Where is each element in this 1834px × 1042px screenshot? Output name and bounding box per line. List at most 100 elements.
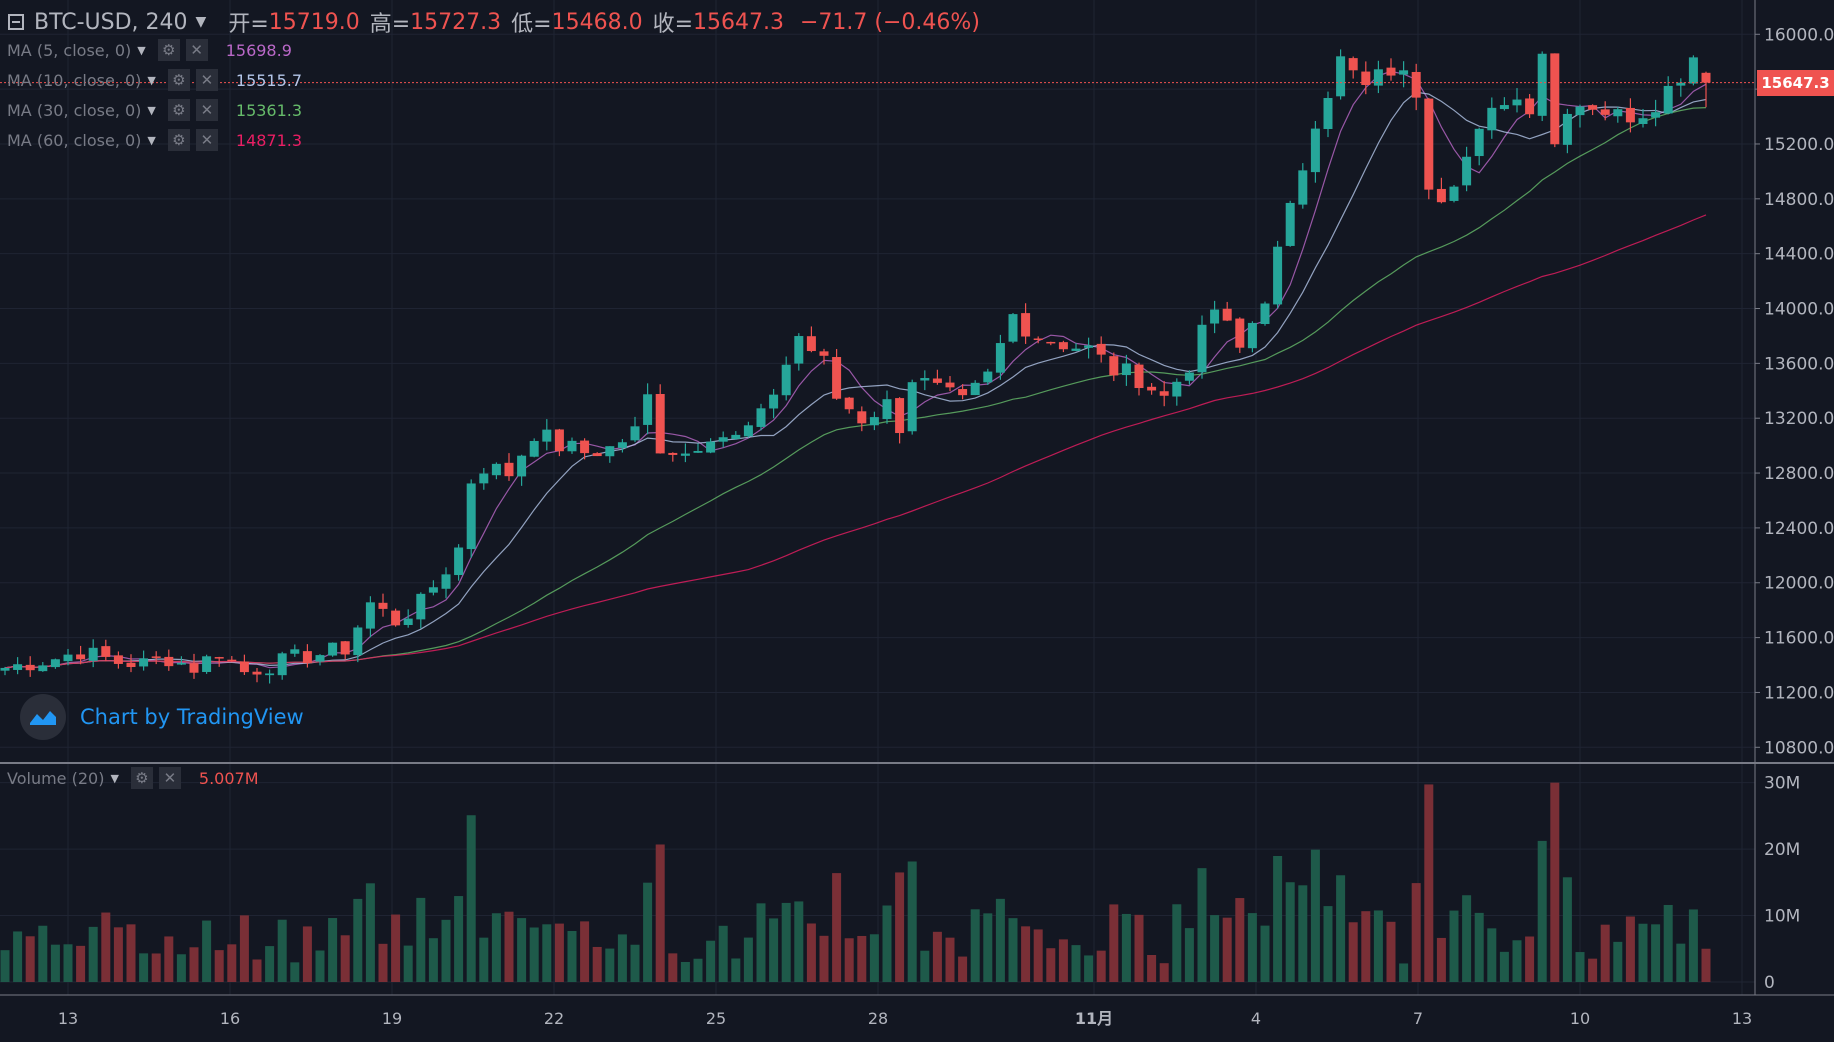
volume-bar bbox=[441, 919, 451, 982]
candle-body bbox=[920, 378, 930, 381]
volume-bar bbox=[542, 924, 552, 982]
chevron-down-icon[interactable]: ▼ bbox=[147, 73, 156, 87]
candle-body bbox=[970, 382, 980, 396]
candle-body bbox=[1197, 324, 1207, 373]
indicator-ma5[interactable]: MA (5, close, 0) ▼ ⚙ ✕ 15698.9 bbox=[7, 37, 292, 63]
candle-body bbox=[252, 671, 262, 675]
volume-bar bbox=[857, 935, 867, 982]
close-icon[interactable]: ✕ bbox=[195, 69, 218, 91]
volume-bar bbox=[1651, 924, 1661, 982]
volume-bar bbox=[13, 931, 23, 982]
volume-bar bbox=[1436, 937, 1446, 982]
symbol-label[interactable]: BTC-USD, 240 bbox=[34, 9, 188, 35]
indicator-ma60[interactable]: MA (60, close, 0) ▼ ⚙ ✕ 14871.3 bbox=[7, 127, 302, 153]
volume-bar bbox=[1449, 910, 1459, 982]
volume-bar bbox=[869, 934, 879, 982]
time-tick-label: 11月 bbox=[1075, 1009, 1113, 1028]
close-icon[interactable]: ✕ bbox=[195, 129, 218, 151]
volume-bar bbox=[643, 882, 653, 982]
candle-body bbox=[164, 656, 174, 667]
close-icon[interactable]: ✕ bbox=[185, 39, 208, 61]
volume-bar bbox=[958, 956, 968, 982]
volume-bar bbox=[1550, 782, 1560, 982]
candle-body bbox=[1298, 170, 1308, 205]
volume-bar bbox=[1348, 922, 1358, 982]
volume-bar bbox=[1008, 918, 1018, 982]
candle-body bbox=[907, 382, 917, 432]
candle-body bbox=[706, 441, 716, 453]
candle-body bbox=[1058, 342, 1068, 350]
indicator-ma30[interactable]: MA (30, close, 0) ▼ ⚙ ✕ 15361.3 bbox=[7, 97, 302, 123]
collapse-icon[interactable] bbox=[8, 14, 24, 30]
volume-bar bbox=[239, 915, 249, 982]
volume-bar bbox=[1424, 784, 1434, 982]
volume-bar bbox=[176, 954, 186, 982]
candle-body bbox=[769, 394, 779, 409]
candle-body bbox=[781, 364, 791, 396]
volume-bar bbox=[983, 913, 993, 982]
candle-body bbox=[277, 653, 287, 676]
tradingview-watermark[interactable]: Chart by TradingView bbox=[20, 694, 304, 740]
indicator-volume[interactable]: Volume (20) ▼ ⚙ ✕ 5.007M bbox=[7, 765, 259, 791]
candle-body bbox=[869, 417, 879, 426]
indicator-ma10[interactable]: MA (10, close, 0) ▼ ⚙ ✕ 15515.7 bbox=[7, 67, 302, 93]
time-tick-label: 25 bbox=[706, 1009, 726, 1028]
volume-bar bbox=[265, 946, 275, 982]
candle-body bbox=[1399, 70, 1409, 75]
volume-bar bbox=[1147, 954, 1157, 982]
gear-icon[interactable]: ⚙ bbox=[157, 39, 180, 61]
volume-bar bbox=[1273, 855, 1283, 982]
volume-bar bbox=[1462, 895, 1472, 982]
candle-body bbox=[680, 453, 690, 456]
volume-bar bbox=[680, 961, 690, 982]
candle-body bbox=[1487, 107, 1497, 131]
volume-bar bbox=[1084, 955, 1094, 982]
candle-body bbox=[718, 437, 728, 442]
price-tick-label: 13600.0 bbox=[1764, 354, 1834, 374]
volume-bar bbox=[63, 944, 73, 982]
volume-bar bbox=[1046, 948, 1056, 982]
chevron-down-icon[interactable]: ▼ bbox=[195, 14, 207, 30]
candle-body bbox=[1273, 246, 1283, 305]
close-icon[interactable]: ✕ bbox=[158, 767, 181, 789]
candle-body bbox=[1260, 303, 1270, 324]
volume-bar bbox=[277, 919, 287, 982]
symbol-header: BTC-USD, 240 ▼ 开= 15719.0 高= 15727.3 低= 154… bbox=[8, 6, 980, 38]
volume-bar bbox=[1033, 929, 1043, 982]
time-tick-label: 13 bbox=[58, 1009, 78, 1028]
candle-body bbox=[1411, 71, 1421, 98]
volume-bar bbox=[1638, 923, 1648, 982]
price-tick-label: 10800.0 bbox=[1764, 738, 1834, 758]
open-label: 开= bbox=[228, 12, 269, 37]
chevron-down-icon[interactable]: ▼ bbox=[110, 771, 119, 785]
volume-bar bbox=[50, 944, 60, 982]
candle-body bbox=[265, 673, 275, 676]
change-value: −71.7 (−0.46%) bbox=[800, 9, 980, 35]
gear-icon[interactable]: ⚙ bbox=[167, 69, 190, 91]
volume-bar bbox=[491, 913, 501, 982]
volume-bar bbox=[1386, 921, 1396, 982]
candle-body bbox=[567, 440, 577, 452]
volume-bar bbox=[1172, 904, 1182, 982]
candle-body bbox=[378, 602, 388, 609]
candle-body bbox=[1562, 113, 1572, 145]
volume-bar bbox=[1474, 912, 1484, 982]
close-icon[interactable]: ✕ bbox=[195, 99, 218, 121]
chevron-down-icon[interactable]: ▼ bbox=[147, 133, 156, 147]
gear-icon[interactable]: ⚙ bbox=[130, 767, 153, 789]
gear-icon[interactable]: ⚙ bbox=[167, 99, 190, 121]
candle-body bbox=[504, 462, 514, 477]
chevron-down-icon[interactable]: ▼ bbox=[147, 103, 156, 117]
candle-body bbox=[1121, 363, 1131, 376]
volume-bar bbox=[1222, 917, 1232, 982]
chevron-down-icon[interactable]: ▼ bbox=[137, 43, 146, 57]
high-value: 15727.3 bbox=[410, 9, 502, 35]
volume-bar bbox=[806, 923, 816, 982]
gear-icon[interactable]: ⚙ bbox=[167, 129, 190, 151]
candle-body bbox=[945, 382, 955, 388]
volume-bar bbox=[945, 937, 955, 982]
volume-bar bbox=[731, 958, 741, 982]
volume-bar bbox=[882, 905, 892, 982]
candle-body bbox=[1147, 386, 1157, 391]
